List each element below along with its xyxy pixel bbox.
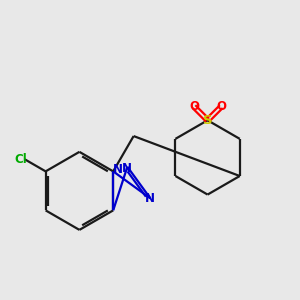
Text: Cl: Cl [15, 153, 27, 166]
Text: N: N [145, 192, 155, 205]
Text: N: N [113, 163, 123, 176]
Text: O: O [189, 100, 199, 113]
Text: N: N [122, 162, 132, 175]
Text: S: S [203, 114, 212, 127]
Text: O: O [216, 100, 226, 113]
